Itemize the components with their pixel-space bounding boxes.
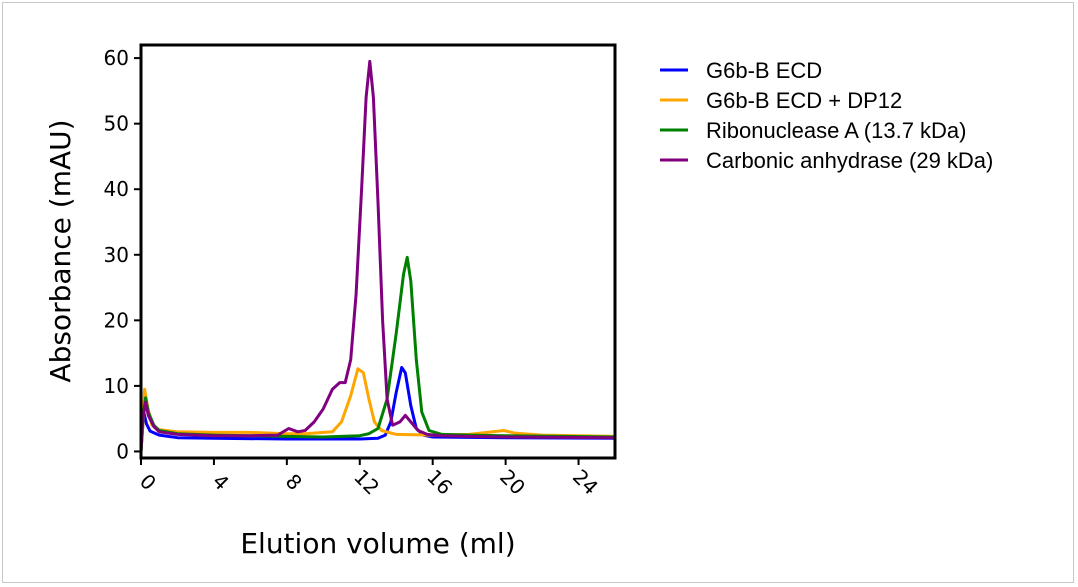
y-tick-label-4: 40: [104, 177, 129, 201]
plot-area-border: [139, 43, 617, 460]
x-axis-title: Elution volume (ml): [240, 527, 515, 560]
legend-label-2: Ribonuclease A (13.7 kDa): [706, 118, 967, 143]
y-tick-label-0: 0: [116, 439, 129, 463]
series-layer: [141, 59, 615, 453]
legend-label-1: G6b-B ECD + DP12: [706, 88, 902, 113]
x-axis: 0 4 8 12 16 20 24: [135, 458, 603, 500]
x-tick-label-2: 8: [281, 469, 307, 495]
series-line-0: [141, 366, 615, 453]
legend-label-3: Carbonic anhydrase (29 kDa): [706, 148, 993, 173]
x-tick-label-4: 16: [422, 465, 457, 500]
y-tick-label-5: 50: [104, 112, 129, 136]
y-axis: 0 10 20 30 40 50 60: [104, 46, 141, 463]
x-tick-label-5: 20: [495, 465, 530, 500]
y-tick-label-1: 10: [104, 374, 129, 398]
x-tick-label-6: 24: [568, 465, 603, 500]
x-tick-label-1: 4: [208, 469, 234, 495]
y-axis-title: Absorbance (mAU): [44, 119, 77, 382]
x-tick-label-3: 12: [349, 465, 384, 500]
series-line-3: [141, 59, 615, 453]
legend: G6b-B ECD G6b-B ECD + DP12 Ribonuclease A …: [660, 58, 993, 173]
legend-label-0: G6b-B ECD: [706, 58, 822, 83]
y-tick-label-6: 60: [104, 46, 129, 70]
x-tick-label-0: 0: [135, 469, 161, 495]
series-line-2: [141, 255, 615, 453]
y-tick-label-2: 20: [104, 308, 129, 332]
y-tick-label-3: 30: [104, 243, 129, 267]
